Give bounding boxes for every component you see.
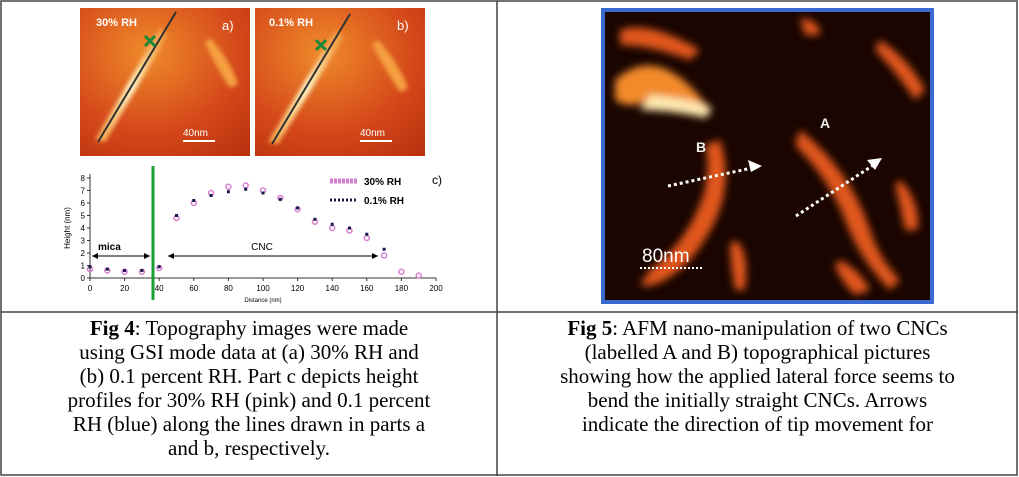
x-axis-label: Distance (nm)	[244, 298, 281, 304]
data-point	[243, 183, 248, 188]
data-point	[89, 265, 92, 268]
caption-line: bend the initially straight CNCs. Arrows	[500, 388, 1015, 412]
panel-tag: 0.1% RH	[269, 17, 313, 29]
data-point	[123, 269, 126, 272]
x-tick-label: 0	[88, 284, 93, 293]
x-tick-label: 120	[291, 284, 305, 293]
y-tick-label: 2	[81, 249, 86, 258]
caption: Fig 5: AFM nano-manipulation of two CNCs…	[500, 316, 1015, 436]
x-tick-label: 140	[326, 284, 340, 293]
scale-label: 80nm	[642, 246, 690, 267]
document: 30% RH a) 40nm 0.1% RH b) 40nm 0 1 2 3 4 5 6 7 8…	[0, 0, 1019, 477]
caption-label: Fig 4	[90, 316, 135, 340]
caption-text: : Topography images were made	[135, 316, 408, 340]
panel-tag: 30% RH	[96, 17, 137, 29]
x-tick-label: 80	[224, 284, 233, 293]
annotation: CNC	[251, 242, 273, 253]
x-tick-label: 200	[429, 284, 443, 293]
data-point	[140, 269, 143, 272]
y-tick-label: 6	[81, 199, 86, 208]
scale-label: 40nm	[183, 128, 208, 139]
data-point	[416, 273, 421, 278]
data-point	[210, 194, 213, 197]
caption: Fig 4: Topography images were made using…	[4, 316, 494, 460]
data-point	[296, 207, 299, 210]
panel-letter: c)	[432, 173, 442, 187]
y-tick-label: 7	[81, 187, 86, 196]
x-tick-label: 100	[256, 284, 270, 293]
y-tick-label: 5	[81, 212, 86, 221]
data-point	[365, 233, 368, 236]
panel-letter: b)	[397, 18, 409, 33]
data-point	[262, 192, 265, 195]
legend-label: 0.1% RH	[364, 196, 404, 207]
data-point	[158, 265, 161, 268]
image-label: A	[820, 115, 830, 131]
legend-label: 30% RH	[364, 177, 401, 188]
caption-line: Fig 5: AFM nano-manipulation of two CNCs	[500, 316, 1015, 340]
caption-line: RH (blue) along the lines drawn in parts…	[4, 412, 494, 436]
data-point	[106, 268, 109, 271]
x-tick-label: 20	[120, 284, 129, 293]
x-tick-label: 160	[360, 284, 374, 293]
data-point	[364, 236, 369, 241]
data-point	[330, 226, 335, 231]
data-point	[382, 253, 387, 258]
data-point	[399, 269, 404, 274]
caption-label: Fig 5	[567, 316, 612, 340]
data-point	[192, 199, 195, 202]
data-point	[227, 190, 230, 193]
data-point	[244, 188, 247, 191]
data-point	[279, 198, 282, 201]
x-tick-label: 40	[155, 284, 164, 293]
annotation: mica	[98, 242, 121, 253]
data-point	[331, 223, 334, 226]
data-point	[383, 248, 386, 251]
data-point	[175, 214, 178, 217]
caption-line: profiles for 30% RH (pink) and 0.1 perce…	[4, 388, 494, 412]
y-tick-label: 0	[81, 274, 86, 283]
x-tick-label: 60	[189, 284, 198, 293]
data-point	[348, 227, 351, 230]
caption-line: showing how the applied lateral force se…	[500, 364, 1015, 388]
y-tick-label: 4	[81, 224, 86, 233]
y-tick-label: 3	[81, 237, 86, 246]
caption-line: (labelled A and B) topographical picture…	[500, 340, 1015, 364]
panel-letter: a)	[222, 18, 234, 33]
scale-label: 40nm	[360, 128, 385, 139]
data-point	[313, 218, 316, 221]
caption-text: : AFM nano-manipulation of two CNCs	[612, 316, 947, 340]
caption-line: using GSI mode data at (a) 30% RH and	[4, 340, 494, 364]
caption-line: (b) 0.1 percent RH. Part c depicts heigh…	[4, 364, 494, 388]
caption-line: Fig 4: Topography images were made	[4, 316, 494, 340]
x-tick-label: 180	[395, 284, 409, 293]
data-point	[226, 184, 231, 189]
y-tick-label: 8	[81, 174, 86, 183]
y-axis-label: Height (nm)	[63, 207, 72, 249]
image-label: B	[696, 139, 706, 155]
caption-line: indicate the direction of tip movement f…	[500, 412, 1015, 436]
y-tick-label: 1	[81, 262, 86, 271]
caption-line: and b, respectively.	[4, 436, 494, 460]
